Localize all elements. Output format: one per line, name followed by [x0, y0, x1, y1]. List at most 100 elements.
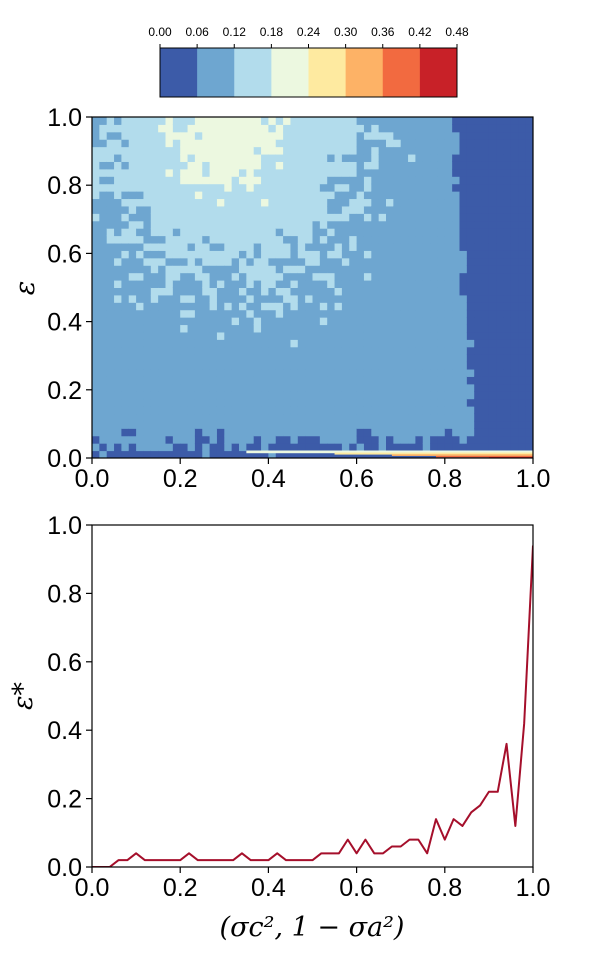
contour-cell	[305, 398, 313, 407]
contour-cell	[99, 139, 108, 148]
contour-cell	[106, 131, 115, 140]
contour-cell	[437, 124, 446, 133]
contour-cell	[224, 205, 233, 214]
contour-cell	[363, 228, 372, 237]
contour-cell	[415, 228, 424, 237]
contour-cell	[319, 176, 328, 185]
contour-cell	[158, 361, 166, 370]
contour-cell	[400, 391, 409, 400]
contour-cell	[158, 435, 166, 444]
contour-cell	[261, 383, 269, 392]
contour-cell	[341, 220, 350, 229]
contour-cell	[136, 287, 144, 296]
contour-cell	[341, 420, 350, 429]
contour-cell	[92, 413, 100, 422]
contour-cell	[305, 369, 313, 377]
contour-cell	[525, 287, 533, 296]
contour-cell	[510, 198, 519, 207]
contour-cell	[452, 168, 460, 177]
contour-cell	[253, 383, 262, 392]
contour-cell	[165, 146, 174, 155]
contour-cell	[150, 176, 159, 185]
contour-cell	[216, 228, 225, 237]
contour-cell	[180, 250, 189, 259]
contour-cell	[297, 413, 306, 422]
contour-cell	[121, 161, 130, 170]
contour-cell	[349, 406, 358, 415]
contour-cell	[275, 361, 284, 370]
contour-cell	[92, 443, 100, 452]
contour-cell	[150, 161, 159, 170]
contour-cell	[430, 228, 438, 237]
contour-cell	[202, 161, 211, 170]
contour-cell	[275, 413, 284, 422]
contour-cell	[216, 131, 225, 140]
contour-cell	[106, 376, 115, 385]
contour-cell	[466, 369, 475, 377]
contour-cell	[341, 176, 350, 185]
contour-cell	[172, 235, 181, 244]
contour-cell	[503, 391, 512, 400]
contour-cell	[136, 198, 144, 207]
y-tick-label: 1.0	[47, 104, 82, 132]
contour-cell	[466, 280, 475, 288]
contour-cell	[386, 265, 394, 274]
contour-cell	[437, 287, 446, 296]
x-tick-label: 0.0	[75, 465, 110, 493]
contour-cell	[275, 146, 284, 155]
contour-cell	[239, 139, 247, 148]
contour-cell	[290, 131, 299, 140]
contour-cell	[525, 309, 533, 318]
contour-cell	[341, 376, 350, 385]
contour-cell	[165, 309, 174, 318]
contour-cell	[246, 139, 255, 148]
contour-cell	[239, 450, 247, 458]
contour-cell	[496, 391, 505, 400]
contour-cell	[180, 161, 189, 170]
contour-cell	[474, 413, 483, 422]
contour-cell	[150, 443, 159, 452]
contour-cell	[488, 346, 497, 355]
contour-cell	[106, 205, 115, 214]
contour-cell	[378, 398, 387, 407]
contour-cell	[518, 168, 527, 177]
contour-cell	[319, 420, 328, 429]
contour-cell	[488, 205, 497, 214]
contour-cell	[363, 139, 372, 148]
contour-cell	[319, 294, 328, 303]
contour-cell	[128, 287, 137, 296]
contour-cell	[99, 205, 108, 214]
colorbar-segment	[308, 48, 347, 97]
contour-cell	[297, 309, 306, 318]
contour-cell	[430, 176, 438, 185]
contour-cell	[143, 139, 152, 148]
contour-cell	[459, 213, 468, 222]
contour-cell	[92, 191, 100, 200]
contour-cell	[172, 228, 181, 237]
contour-cell	[290, 257, 299, 266]
contour-cell	[319, 183, 328, 192]
contour-cell	[231, 183, 240, 192]
contour-cell	[386, 383, 394, 392]
contour-cell	[239, 205, 247, 214]
contour-cell	[356, 280, 365, 288]
contour-cell	[422, 294, 431, 303]
contour-cell	[261, 191, 269, 200]
contour-cell	[209, 302, 218, 311]
contour-cell	[459, 294, 468, 303]
contour-cell	[363, 369, 372, 377]
contour-cell	[246, 154, 255, 162]
contour-cell	[297, 376, 306, 385]
line-ylabel: ε*	[8, 682, 39, 710]
contour-cell	[128, 413, 137, 422]
contour-cell	[415, 139, 424, 148]
contour-cell	[525, 420, 533, 429]
contour-cell	[216, 383, 225, 392]
contour-cell	[363, 428, 372, 437]
contour-cell	[496, 398, 505, 407]
contour-cell	[437, 205, 446, 214]
contour-cell	[452, 146, 460, 155]
contour-cell	[305, 220, 313, 229]
contour-cell	[408, 117, 416, 125]
contour-cell	[253, 250, 262, 259]
